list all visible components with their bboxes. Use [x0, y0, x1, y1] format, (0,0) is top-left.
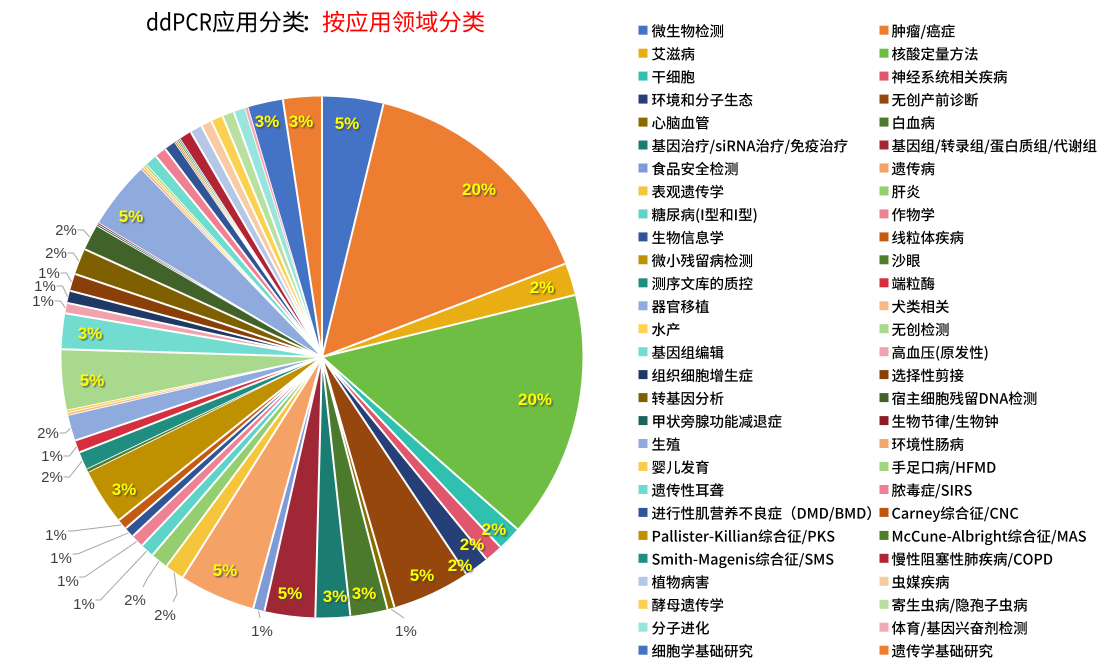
- svg-text:1%: 1%: [57, 573, 79, 590]
- svg-text:2%: 2%: [55, 222, 77, 239]
- svg-text:3%: 3%: [323, 587, 348, 606]
- svg-text:5%: 5%: [120, 208, 145, 227]
- svg-text:5%: 5%: [336, 115, 361, 134]
- svg-text:3%: 3%: [353, 585, 378, 604]
- svg-text:5%: 5%: [214, 562, 239, 581]
- svg-text:5%: 5%: [279, 585, 304, 604]
- svg-text:1%: 1%: [395, 623, 417, 640]
- svg-text:1%: 1%: [34, 278, 56, 295]
- svg-text:1%: 1%: [41, 448, 63, 465]
- svg-text:20%: 20%: [518, 390, 552, 409]
- svg-text:2%: 2%: [531, 279, 556, 298]
- svg-text:2%: 2%: [124, 592, 146, 609]
- svg-text:3%: 3%: [79, 325, 104, 344]
- svg-text:5%: 5%: [411, 567, 436, 586]
- svg-text:3%: 3%: [290, 113, 315, 132]
- svg-text:3%: 3%: [78, 324, 103, 343]
- svg-text:2%: 2%: [37, 425, 59, 442]
- svg-text:20%: 20%: [519, 391, 553, 410]
- svg-text:2%: 2%: [45, 245, 67, 262]
- svg-text:2%: 2%: [482, 520, 507, 539]
- svg-text:2%: 2%: [530, 278, 555, 297]
- svg-text:1%: 1%: [38, 265, 60, 282]
- svg-text:20%: 20%: [462, 180, 496, 199]
- svg-text:1%: 1%: [45, 527, 67, 544]
- svg-text:5%: 5%: [81, 372, 106, 391]
- svg-text:3%: 3%: [255, 112, 280, 131]
- svg-text:3%: 3%: [256, 113, 281, 132]
- svg-text:20%: 20%: [463, 181, 497, 200]
- svg-text:3%: 3%: [112, 480, 137, 499]
- svg-text:2%: 2%: [460, 535, 485, 554]
- svg-text:1%: 1%: [73, 596, 95, 613]
- svg-text:2%: 2%: [483, 521, 508, 540]
- svg-text:5%: 5%: [335, 114, 360, 133]
- svg-text:2%: 2%: [449, 557, 474, 576]
- svg-text:3%: 3%: [289, 112, 314, 131]
- svg-text:5%: 5%: [119, 207, 144, 226]
- svg-text:1%: 1%: [50, 550, 72, 567]
- svg-text:5%: 5%: [213, 561, 238, 580]
- svg-text:5%: 5%: [410, 566, 435, 585]
- svg-text:2%: 2%: [448, 556, 473, 575]
- svg-text:3%: 3%: [113, 481, 138, 500]
- svg-text:1%: 1%: [251, 623, 273, 640]
- svg-text:5%: 5%: [80, 371, 105, 390]
- svg-text:2%: 2%: [154, 607, 176, 624]
- svg-text:3%: 3%: [324, 588, 349, 607]
- svg-text:1%: 1%: [32, 293, 54, 310]
- svg-text:2%: 2%: [41, 469, 63, 486]
- svg-text:3%: 3%: [352, 584, 377, 603]
- svg-text:2%: 2%: [461, 536, 486, 555]
- svg-text:5%: 5%: [278, 584, 303, 603]
